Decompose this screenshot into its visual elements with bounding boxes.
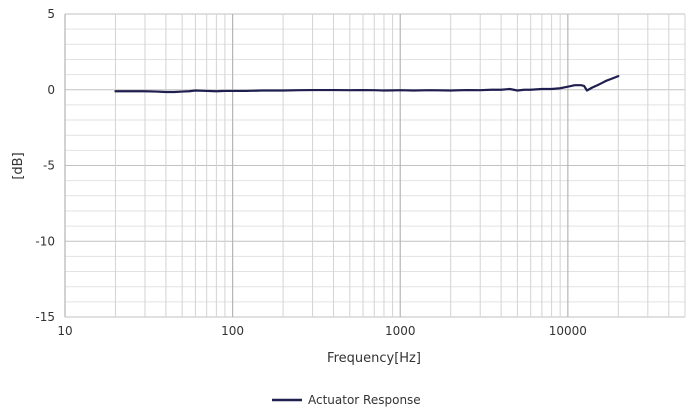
- x-tick-label: 10000: [549, 324, 587, 338]
- x-axis-label: Frequency[Hz]: [327, 351, 421, 366]
- x-tick-label: 10: [57, 324, 72, 338]
- series-line-actuator-response: [114, 75, 620, 94]
- y-tick-label: 0: [47, 83, 55, 97]
- series-layer: [114, 75, 620, 94]
- legend-label: Actuator Response: [308, 393, 421, 407]
- y-tick-label: -5: [43, 159, 55, 173]
- legend: Actuator Response: [272, 393, 421, 407]
- x-tick-label: 100: [221, 324, 244, 338]
- grid: [64, 13, 686, 318]
- y-tick-label: -10: [35, 234, 55, 248]
- y-tick-label: -15: [35, 310, 55, 324]
- tick-labels: 10 100 1000 10000 5 0 -5 -10 -15: [35, 7, 587, 338]
- y-axis-label: [dB]: [11, 152, 26, 179]
- x-tick-label: 1000: [385, 324, 416, 338]
- y-tick-label: 5: [47, 7, 55, 21]
